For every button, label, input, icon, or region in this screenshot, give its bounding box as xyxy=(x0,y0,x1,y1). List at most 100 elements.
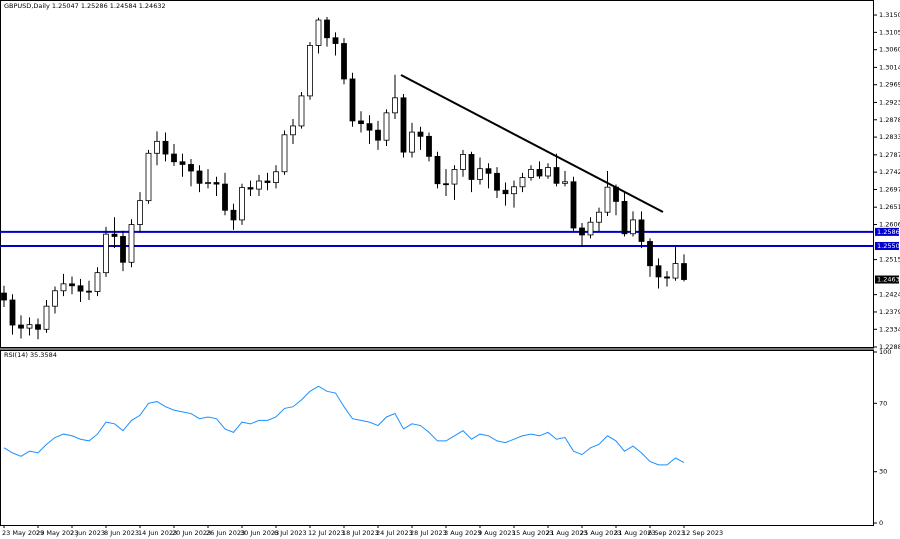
candle-body xyxy=(468,154,475,180)
candle-body xyxy=(417,131,424,137)
candle-body xyxy=(273,171,279,183)
chart-title: GBPUSD,Daily 1.25047 1.25286 1.24584 1.2… xyxy=(4,2,166,10)
price-label: 1.24632 xyxy=(877,276,900,284)
candle-body xyxy=(570,181,577,229)
candle-body xyxy=(188,164,194,172)
x-tick-label: 28 Jul 2023 xyxy=(410,529,447,537)
candle-body xyxy=(281,134,288,173)
level-label: 1.25869 xyxy=(877,228,900,236)
candle-body xyxy=(485,168,492,174)
level-label-box xyxy=(875,227,899,236)
x-tick-label: 6 Sep 2023 xyxy=(648,529,685,537)
candle-body xyxy=(1,292,7,301)
candle-body xyxy=(375,129,381,141)
y-tick-label: 1.31500 xyxy=(879,11,900,19)
x-tick-label: 26 Jun 2023 xyxy=(206,529,245,537)
candle-body xyxy=(621,201,628,235)
price-panel xyxy=(0,0,874,348)
x-tick-label: 23 May 2023 xyxy=(2,529,44,537)
x-tick-label: 8 Jun 2023 xyxy=(104,529,139,537)
candle-body xyxy=(247,187,254,190)
candle-body xyxy=(18,324,24,329)
y-tick-label: 1.27420 xyxy=(879,168,900,176)
x-tick-label: 18 Jul 2023 xyxy=(342,529,379,537)
candle-body xyxy=(171,153,177,163)
candle-body xyxy=(94,272,101,292)
trendline xyxy=(400,74,664,213)
candle-body xyxy=(655,265,662,278)
level-label-box xyxy=(875,241,899,250)
candle-body xyxy=(111,233,118,237)
y-tick-label: 1.31050 xyxy=(879,28,900,36)
candle-body xyxy=(332,37,339,44)
candle-body xyxy=(613,186,619,202)
y-tick-label: 1.29690 xyxy=(879,81,900,89)
candle-body xyxy=(298,95,305,127)
candle-body xyxy=(324,19,330,39)
x-tick-label: 2 Jun 2023 xyxy=(70,529,105,537)
candle-body xyxy=(60,283,67,292)
candle-body xyxy=(26,324,33,329)
candle-body xyxy=(630,219,636,235)
candle-body xyxy=(434,155,441,185)
x-tick-label: 6 Jul 2023 xyxy=(274,529,307,537)
candle-body xyxy=(664,276,670,279)
x-tick-label: 20 Jun 2023 xyxy=(172,529,211,537)
candle-body xyxy=(205,182,211,184)
candle-body xyxy=(290,125,296,136)
x-tick-label: 15 Aug 2023 xyxy=(512,529,554,537)
rsi-tick-label: 30 xyxy=(879,468,887,476)
candle-body xyxy=(451,169,458,185)
candle-body xyxy=(426,135,432,157)
y-tick-label: 1.22880 xyxy=(879,343,900,351)
x-tick-label: 29 May 2023 xyxy=(36,529,78,537)
candle-body xyxy=(604,186,611,213)
candle-body xyxy=(315,19,322,46)
y-tick-label: 1.26970 xyxy=(879,185,900,193)
rsi-line xyxy=(3,385,685,466)
candle-body xyxy=(545,167,551,177)
y-tick-label: 1.25150 xyxy=(879,256,900,264)
x-tick-label: 24 Jul 2023 xyxy=(376,529,413,537)
y-tick-label: 1.23340 xyxy=(879,325,900,333)
rsi-panel xyxy=(0,350,874,526)
candle-body xyxy=(162,140,169,155)
candle-body xyxy=(43,305,50,330)
level-label: 1.25503 xyxy=(877,242,900,250)
y-tick-label: 1.27870 xyxy=(879,151,900,159)
candle-body xyxy=(103,233,109,274)
candle-body xyxy=(264,180,271,183)
candle-body xyxy=(528,169,534,178)
candle-body xyxy=(9,299,16,326)
candle-body xyxy=(400,97,407,153)
y-tick-label: 1.29230 xyxy=(879,98,900,106)
candle-body xyxy=(349,78,356,122)
y-tick-label: 1.30600 xyxy=(879,46,900,54)
candle-body xyxy=(477,168,483,180)
candle-body xyxy=(137,200,143,225)
candle-body xyxy=(213,182,220,185)
candle-body xyxy=(366,123,373,131)
candle-body xyxy=(35,324,41,330)
candle-body xyxy=(536,169,543,177)
candle-body xyxy=(196,170,203,184)
candle-body xyxy=(341,43,347,80)
candle-body xyxy=(511,186,517,195)
candle-body xyxy=(596,211,602,223)
candle-body xyxy=(409,131,415,153)
candle-body xyxy=(579,227,585,236)
candle-body xyxy=(672,263,679,279)
candle-body xyxy=(562,181,568,184)
y-tick-label: 1.26510 xyxy=(879,203,900,211)
y-tick-label: 1.26060 xyxy=(879,221,900,229)
x-tick-label: 30 Jun 2023 xyxy=(240,529,279,537)
price-label-box xyxy=(875,275,899,284)
candle-body xyxy=(519,177,526,188)
x-tick-label: 31 Aug 2023 xyxy=(614,529,656,537)
candle-body xyxy=(383,112,390,141)
candle-body xyxy=(256,180,262,190)
candle-body xyxy=(392,97,398,114)
candle-body xyxy=(553,167,560,184)
x-tick-label: 9 Aug 2023 xyxy=(478,529,516,537)
candle-body xyxy=(239,187,245,221)
